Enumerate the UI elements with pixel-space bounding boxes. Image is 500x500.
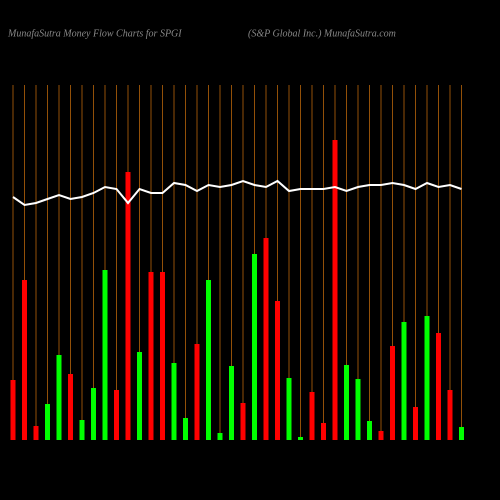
money-flow-line [12,179,462,207]
bar [321,423,326,440]
bar [91,388,96,440]
bar [401,322,407,440]
bar [102,270,108,440]
bar [263,238,269,440]
bar [148,272,154,440]
bar [194,344,200,440]
bar [286,378,292,440]
bar [79,420,85,440]
bar [309,392,315,440]
bar [206,280,211,440]
bar [252,254,257,440]
bar [171,363,177,440]
bar [298,437,303,440]
chart-subtitle: (S&P Global Inc.) MunafaSutra.com [248,28,396,39]
bar [183,418,188,440]
chart-title: MunafaSutra Money Flow Charts for SPGI [7,28,182,39]
bar [56,355,62,440]
bar [447,390,453,440]
bar [390,346,395,440]
bar [125,172,131,440]
bar [436,333,441,440]
bar [160,272,165,440]
bar [332,140,338,440]
bar [378,431,384,440]
bar [22,280,27,440]
bar [137,352,142,440]
bar [275,301,280,440]
bar [240,403,246,440]
bar [367,421,372,440]
bar [33,426,39,440]
bar [217,433,223,440]
bar [68,374,73,440]
bar [424,316,430,440]
bar [114,390,119,440]
bar [413,407,418,440]
bar [45,404,50,440]
bar [355,379,361,440]
bar [344,365,349,440]
bar [10,380,16,440]
bar [459,427,464,440]
bar [229,366,234,440]
